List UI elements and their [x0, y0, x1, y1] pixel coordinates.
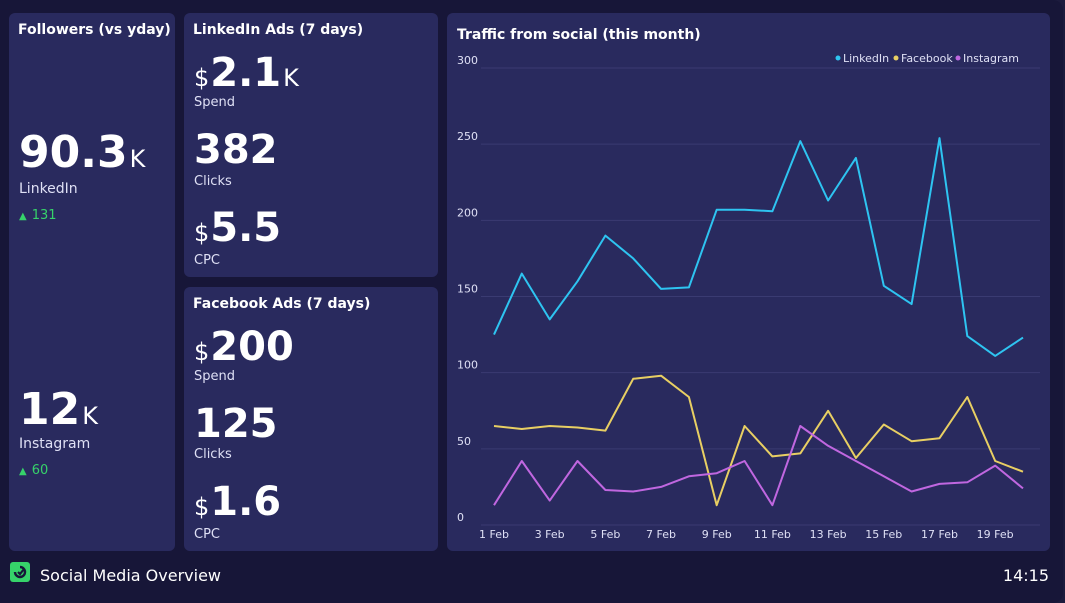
- facebook-clicks-number: 125: [194, 401, 278, 447]
- y-tick-label: 200: [457, 206, 478, 219]
- legend-marker: [835, 55, 841, 61]
- linkedin-followers-delta: ▲ 131: [19, 208, 57, 223]
- linkedin-cpc-number: 5.5: [210, 205, 282, 251]
- linkedin-cpc-value: $5.5: [194, 208, 281, 248]
- linkedin-spend-label: Spend: [194, 95, 235, 110]
- x-tick-label: 3 Feb: [535, 528, 565, 541]
- x-tick-label: 7 Feb: [646, 528, 676, 541]
- up-arrow-icon: ▲: [19, 211, 27, 222]
- facebook-cpc-label: CPC: [194, 527, 220, 542]
- facebook-spend-label: Spend: [194, 369, 235, 384]
- linkedin-spend-unit: K: [283, 64, 299, 92]
- app-logo-icon: [10, 562, 30, 582]
- linkedin-spend-number: 2.1: [210, 50, 282, 96]
- facebook-cpc-value: $1.6: [194, 482, 281, 522]
- traffic-line-chart: Traffic from social (this month) 0 50 100 1…: [457, 27, 1040, 541]
- y-tick-label: 300: [457, 54, 478, 67]
- x-tick-label: 9 Feb: [702, 528, 732, 541]
- linkedin-clicks-number: 382: [194, 127, 278, 173]
- legend-label: LinkedIn: [843, 52, 889, 65]
- facebook-cpc-prefix: $: [194, 493, 210, 521]
- clock-time: 14:15: [1002, 566, 1049, 585]
- linkedin-delta-value: 131: [31, 208, 57, 223]
- series-line-linkedin: [493, 137, 1024, 357]
- linkedin-cpc-prefix: $: [194, 219, 210, 247]
- x-tick-label: 19 Feb: [977, 528, 1014, 541]
- followers-panel: Followers (vs yday) 90.3K LinkedIn ▲ 131 …: [9, 13, 175, 551]
- followers-title: Followers (vs yday): [18, 22, 171, 38]
- instagram-delta-value: 60: [31, 463, 49, 478]
- instagram-followers-number: 12: [19, 384, 81, 435]
- legend-label: Instagram: [963, 52, 1019, 65]
- y-tick-label: 50: [457, 435, 471, 448]
- traffic-chart-panel: Traffic from social (this month) 0 50 100 1…: [447, 13, 1050, 551]
- legend-marker: [893, 55, 899, 61]
- facebook-cpc-number: 1.6: [210, 479, 282, 525]
- x-tick-label: 5 Feb: [590, 528, 620, 541]
- x-tick-label: 13 Feb: [810, 528, 847, 541]
- up-arrow-icon: ▲: [19, 466, 27, 477]
- instagram-followers-unit: K: [82, 402, 98, 430]
- linkedin-followers-unit: K: [129, 145, 146, 173]
- series-line-facebook: [493, 374, 1024, 507]
- linkedin-clicks-value: 382: [194, 130, 278, 170]
- linkedin-spend-value: $2.1K: [194, 53, 299, 93]
- x-tick-label: 1 Feb: [479, 528, 509, 541]
- instagram-followers-delta: ▲ 60: [19, 463, 48, 478]
- dashboard-title: Social Media Overview: [40, 566, 221, 585]
- series-line-instagram: [493, 425, 1024, 507]
- linkedin-followers-label: LinkedIn: [19, 181, 78, 197]
- linkedin-clicks-label: Clicks: [194, 174, 232, 189]
- x-tick-label: 17 Feb: [921, 528, 958, 541]
- y-tick-label: 250: [457, 130, 478, 143]
- y-tick-label: 150: [457, 283, 478, 296]
- facebook-ads-title: Facebook Ads (7 days): [193, 296, 371, 312]
- legend-label: Facebook: [901, 52, 953, 65]
- legend-marker: [955, 55, 961, 61]
- linkedin-ads-title: LinkedIn Ads (7 days): [193, 22, 364, 38]
- facebook-spend-number: 200: [210, 324, 294, 370]
- facebook-ads-panel: Facebook Ads (7 days) $200 Spend 125 Cli…: [184, 287, 438, 551]
- y-tick-label: 100: [457, 359, 478, 372]
- facebook-clicks-label: Clicks: [194, 447, 232, 462]
- linkedin-followers-value: 90.3K: [19, 131, 145, 175]
- facebook-spend-prefix: $: [194, 338, 210, 366]
- x-tick-label: 11 Feb: [754, 528, 791, 541]
- linkedin-spend-prefix: $: [194, 64, 210, 92]
- y-tick-label: 0: [457, 511, 464, 524]
- facebook-clicks-value: 125: [194, 404, 278, 444]
- instagram-followers-label: Instagram: [19, 436, 91, 452]
- x-tick-label: 15 Feb: [865, 528, 902, 541]
- chart-title: Traffic from social (this month): [457, 27, 701, 43]
- linkedin-cpc-label: CPC: [194, 253, 220, 268]
- instagram-followers-value: 12K: [19, 388, 98, 432]
- facebook-spend-value: $200: [194, 327, 294, 367]
- linkedin-followers-number: 90.3: [19, 127, 128, 178]
- linkedin-ads-panel: LinkedIn Ads (7 days) $2.1K Spend 382 Cl…: [184, 13, 438, 277]
